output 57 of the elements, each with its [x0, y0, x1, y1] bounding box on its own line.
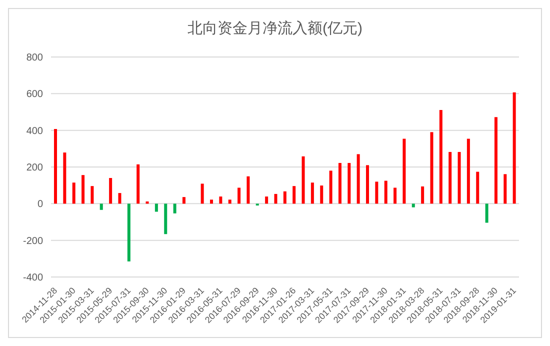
bar	[310, 182, 314, 204]
bar	[466, 138, 470, 204]
bar	[109, 178, 112, 204]
bar	[164, 204, 168, 234]
y-tick-label: 400	[26, 126, 44, 137]
bar	[154, 204, 158, 212]
bar	[146, 201, 149, 204]
bar	[100, 204, 103, 210]
bar	[173, 204, 176, 214]
bar	[421, 186, 424, 204]
bar	[63, 152, 66, 204]
y-tick-label: -200	[22, 236, 44, 247]
bar	[136, 164, 140, 204]
y-tick-label: 200	[26, 162, 44, 174]
bar	[356, 154, 360, 204]
bar	[246, 176, 250, 204]
bar	[228, 200, 232, 204]
bar	[494, 117, 498, 204]
bar	[219, 196, 222, 204]
bar	[265, 196, 268, 204]
y-tick-label: 0	[37, 199, 44, 210]
bar	[274, 194, 278, 204]
y-tick-label: -400	[22, 272, 44, 284]
y-tick-label: 600	[26, 89, 44, 100]
bar	[476, 172, 480, 204]
bar	[182, 197, 186, 204]
bar	[504, 174, 507, 204]
bar	[210, 200, 213, 204]
bar	[320, 186, 324, 204]
bar	[90, 186, 94, 204]
bar	[82, 175, 85, 204]
bar	[238, 188, 241, 204]
bar	[72, 182, 76, 204]
bar	[366, 165, 369, 204]
bar	[54, 129, 57, 204]
bar	[439, 110, 442, 204]
bar	[292, 186, 296, 204]
bar	[412, 204, 415, 208]
bar	[402, 138, 406, 204]
bar	[375, 182, 378, 204]
bar	[118, 193, 122, 204]
chart-title: 北向资金月净流入额(亿元)	[186, 19, 364, 39]
bar	[512, 92, 516, 204]
bar	[348, 162, 351, 204]
bar	[127, 204, 130, 262]
bar	[448, 152, 452, 204]
bar	[283, 191, 286, 204]
bar	[458, 152, 461, 204]
bar	[302, 156, 305, 204]
bar	[200, 184, 204, 204]
bar	[329, 170, 332, 204]
bar	[384, 180, 388, 204]
bar	[485, 204, 488, 223]
y-tick-label: 800	[26, 52, 44, 64]
bar	[394, 188, 397, 204]
bar	[430, 132, 434, 204]
bar	[338, 162, 342, 204]
